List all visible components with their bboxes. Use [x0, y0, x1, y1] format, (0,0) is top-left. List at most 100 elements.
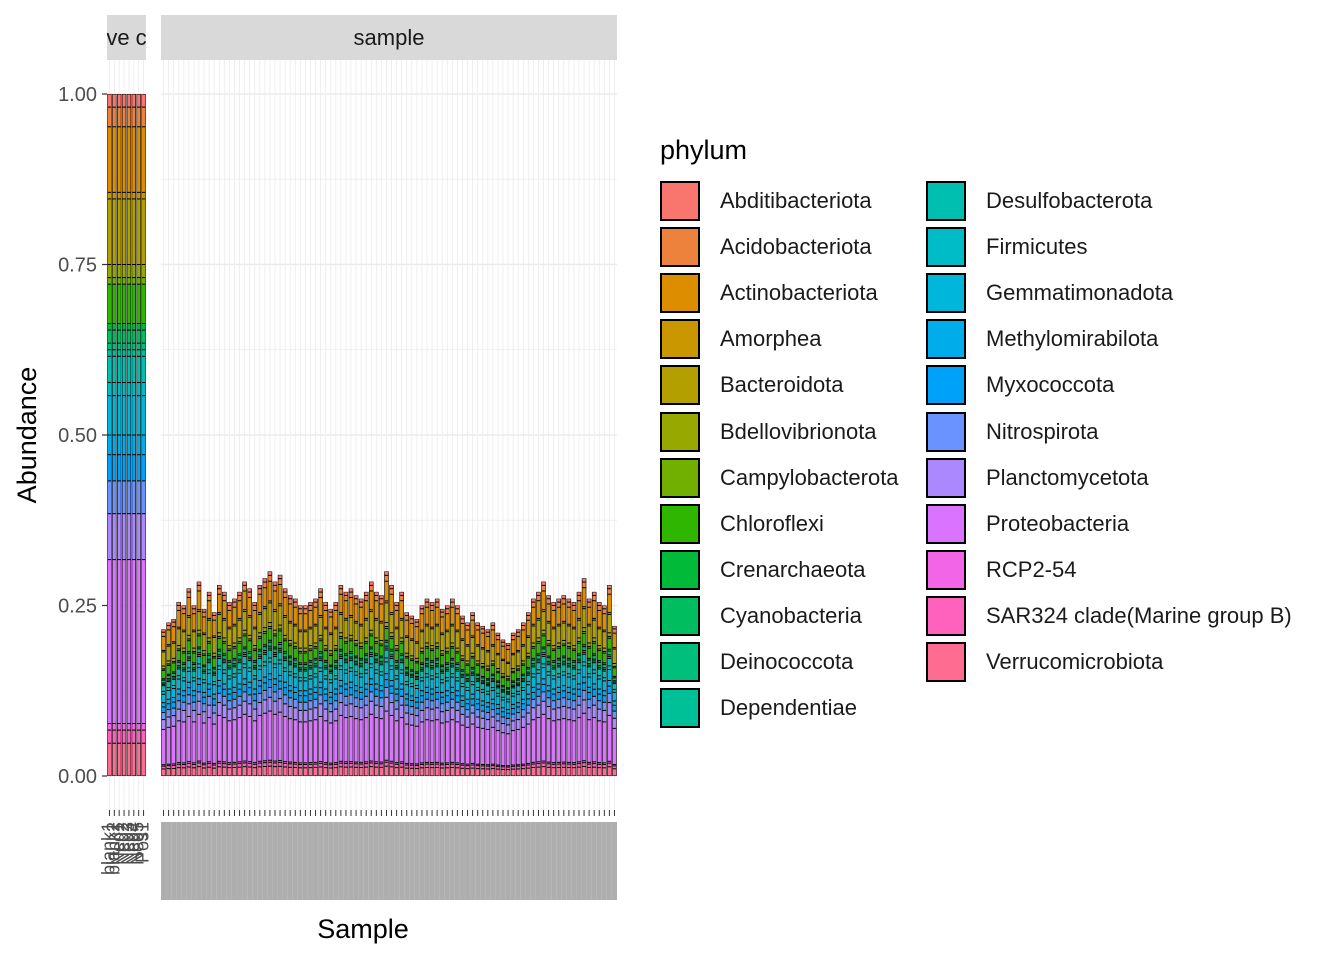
bar-segment [374, 643, 379, 654]
bar-segment [137, 192, 141, 199]
bar-segment [112, 350, 116, 356]
bar-segment [182, 648, 186, 651]
bar-segment [278, 584, 282, 604]
bar-segment [364, 638, 368, 641]
bar-segment [541, 630, 546, 634]
bar-segment [298, 691, 303, 696]
bar-segment [597, 651, 601, 661]
bar-segment [607, 703, 612, 715]
bar-segment [410, 623, 414, 639]
bar-segment [217, 761, 221, 763]
bar-segment [592, 654, 596, 656]
bar-outline [551, 602, 556, 776]
bar-segment [237, 592, 242, 595]
bar-segment [263, 766, 267, 776]
bar-segment [171, 642, 176, 643]
legend-label: Myxococcota [986, 372, 1115, 398]
bar-segment [481, 689, 485, 692]
bar-segment [572, 763, 576, 764]
bar-segment [486, 691, 490, 694]
bar-segment [460, 768, 465, 776]
bar-segment [237, 764, 242, 767]
bar-segment [405, 724, 409, 763]
bar-segment [329, 673, 333, 680]
bar-segment [394, 694, 399, 701]
bar-segment [349, 616, 353, 617]
bar-segment [369, 668, 373, 679]
bar-segment [344, 643, 348, 654]
bar-segment [557, 658, 561, 660]
bar-segment [242, 612, 247, 630]
bar-outline [247, 588, 252, 776]
bar-segment [298, 653, 303, 663]
bar [444, 605, 450, 776]
bar-segment [207, 670, 211, 673]
bar-segment [481, 728, 485, 764]
bar-segment [612, 766, 617, 769]
bar-segment [445, 609, 449, 614]
bar-segment [587, 607, 591, 624]
bar-segment [551, 627, 556, 629]
bar-segment [415, 764, 419, 765]
bar [394, 602, 399, 776]
bar-segment [607, 638, 612, 649]
bar-segment [506, 694, 510, 699]
bar-segment [379, 640, 384, 644]
bar-segment [318, 763, 323, 767]
bar-segment [359, 767, 363, 776]
bar-segment [557, 626, 561, 643]
bar-segment [587, 643, 591, 646]
legend-label: Amorphea [720, 326, 822, 352]
bar-segment [546, 623, 551, 640]
bar-segment [117, 265, 121, 278]
bar-segment [536, 641, 541, 643]
x-tick-label [267, 822, 273, 900]
bar-segment [122, 94, 126, 107]
bar-segment [369, 591, 373, 610]
bar-segment [242, 679, 247, 684]
bar-segment [227, 709, 232, 721]
bar-segment [293, 658, 297, 660]
x-tick-label [490, 822, 496, 900]
bar-outline [363, 591, 369, 776]
bar-segment [349, 695, 353, 704]
bar-segment [132, 730, 136, 743]
bar-segment [187, 653, 191, 657]
bar-segment [536, 620, 541, 638]
bar-segment [323, 721, 328, 763]
bar-segment [405, 669, 409, 672]
bar-segment [379, 762, 384, 764]
bar-segment [192, 763, 196, 765]
bar-segment [399, 654, 404, 656]
bar-segment [349, 635, 353, 639]
bar-segment [112, 560, 116, 724]
bar-outline [252, 602, 258, 776]
bar-segment [511, 682, 515, 685]
bar-segment [107, 343, 112, 350]
bar-segment [425, 646, 429, 648]
bar-segment [303, 669, 308, 671]
bar-segment [232, 658, 237, 660]
bar-segment [405, 763, 409, 765]
bar-segment [329, 763, 333, 765]
bar-segment [207, 663, 211, 670]
bar-segment [288, 698, 292, 706]
x-tick-label [353, 822, 359, 900]
bar-segment [577, 661, 581, 663]
bar-outline [277, 574, 283, 776]
bar-segment [258, 614, 262, 633]
bar-segment [197, 767, 201, 776]
bar-segment [137, 396, 141, 435]
bar-outline [424, 598, 430, 776]
bar-segment [298, 648, 303, 651]
y-tick-label: 0.50 [58, 425, 97, 447]
bar-segment [582, 763, 586, 766]
bar-segment [232, 648, 237, 658]
bar-segment [112, 265, 116, 278]
bar-segment [207, 592, 211, 595]
bar [206, 591, 212, 776]
bar-segment [247, 597, 252, 616]
bar-segment [486, 713, 490, 720]
bar-segment [496, 731, 500, 765]
bar-segment [430, 721, 434, 763]
